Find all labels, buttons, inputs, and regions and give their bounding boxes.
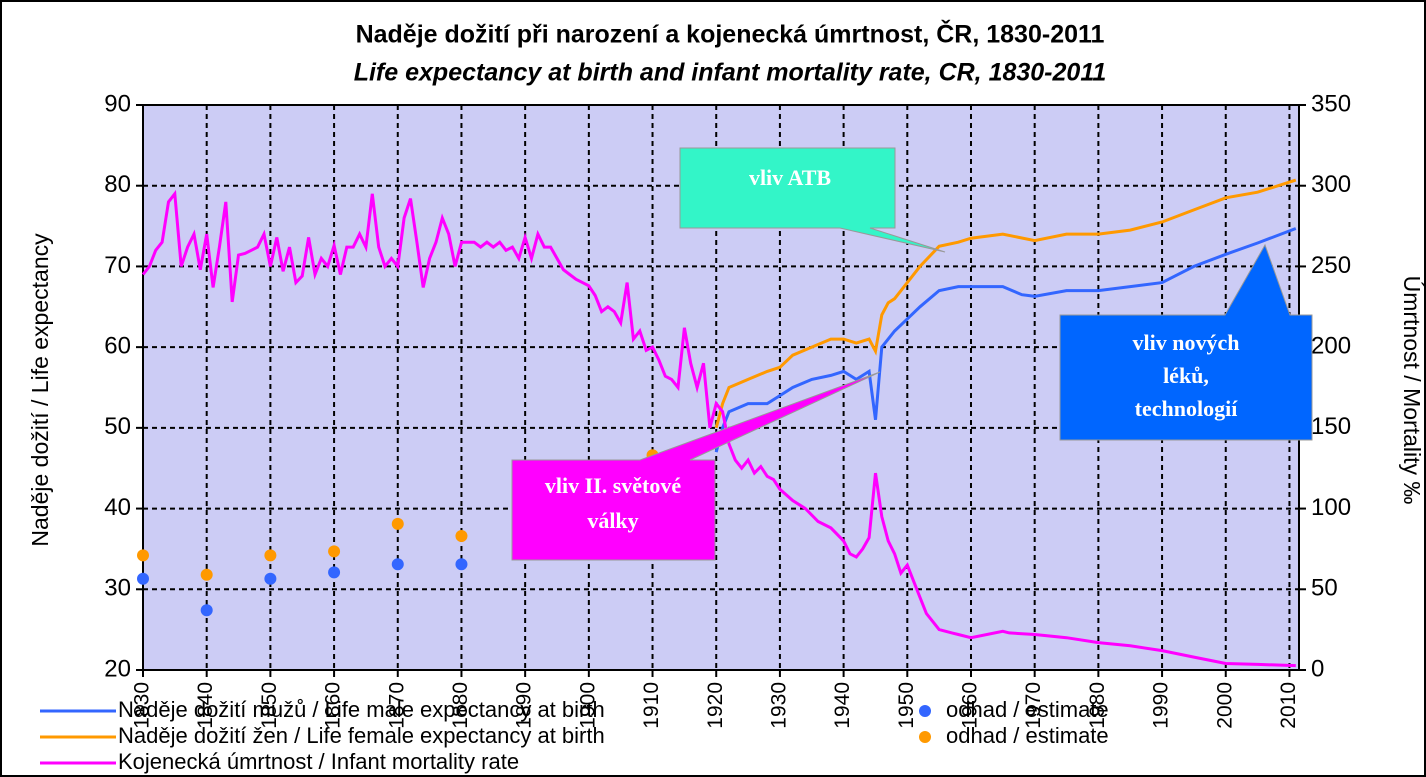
legend-label: Naděje dožití mužů / Life male expectanc…	[118, 697, 605, 722]
line	[714, 227, 1297, 453]
annotation-text: vliv nových	[1133, 330, 1240, 355]
point	[264, 549, 277, 562]
point	[328, 545, 341, 558]
x-tick-label: 1950	[895, 682, 918, 729]
legend-marker	[919, 731, 931, 743]
legend-label: Naděje dožití žen / Life female expectan…	[118, 723, 605, 748]
x-tick-label: 1940	[831, 682, 854, 729]
y2-tick-label: 250	[1311, 252, 1351, 279]
x-tick-label: 1970	[1022, 682, 1045, 729]
y2-tick-label: 300	[1311, 171, 1351, 198]
annotation-text: vliv ATB	[749, 165, 831, 190]
point	[328, 566, 341, 579]
x-tick-label: 1930	[767, 682, 790, 729]
annotations: vliv ATB vliv II. světové války vliv nov…	[511, 147, 1313, 561]
point	[137, 572, 149, 585]
point	[391, 558, 404, 571]
y2-tick-label: 0	[1311, 655, 1324, 682]
y2-tick-label: 50	[1311, 575, 1338, 602]
x-tick-label: 1990	[1150, 682, 1173, 729]
y2-tick-label: 200	[1311, 332, 1351, 359]
annotation-box	[511, 371, 881, 561]
y-tick-label: 30	[104, 575, 131, 602]
y-tick-label: 20	[104, 655, 131, 682]
x-tick-label: 2000	[1213, 682, 1236, 729]
annotation-text: léků,	[1163, 363, 1209, 388]
y-axis-label: Naděje dožití / Life expectancy	[27, 233, 53, 547]
line	[141, 189, 1296, 668]
y-tick-label: 40	[104, 494, 131, 521]
y2-tick-label: 100	[1311, 494, 1351, 521]
x-tick-label: 1910	[640, 682, 663, 729]
point	[137, 549, 149, 562]
point	[264, 572, 277, 585]
annotation-text: války	[587, 508, 638, 533]
legend-label: odhad / estimate	[946, 723, 1109, 748]
point	[391, 517, 404, 530]
line	[714, 178, 1297, 429]
y2-tick-label: 150	[1311, 413, 1351, 440]
annotation-box	[679, 147, 946, 253]
annotation-box	[1059, 243, 1313, 441]
legend-label: odhad / estimate	[946, 697, 1109, 722]
x-tick-label: 1850	[258, 682, 281, 729]
x-tick-label: 1980	[1086, 682, 1109, 729]
y-tick-label: 60	[104, 332, 131, 359]
x-tick-label: 1890	[513, 682, 536, 729]
x-tick-label: 1830	[131, 682, 154, 729]
annotation-text: technologií	[1135, 396, 1239, 421]
y-tick-label: 50	[104, 413, 131, 440]
point	[455, 530, 468, 543]
y-tick-label: 70	[104, 252, 131, 279]
chart-subtitle: Life expectancy at birth and infant mort…	[354, 59, 1107, 87]
x-tick-label: 1920	[704, 682, 727, 729]
point	[455, 558, 468, 571]
legend-label: Kojenecká úmrtnost / Infant mortality ra…	[118, 749, 519, 774]
x-tick-label: 1880	[449, 682, 472, 729]
x-tick-label: 1900	[576, 682, 599, 729]
y2-axis-label: Úmrtnost / Mortality ‰	[1399, 276, 1425, 505]
x-tick-label: 2010	[1277, 682, 1300, 729]
point	[200, 604, 213, 617]
x-tick-label: 1840	[194, 682, 217, 729]
x-tick-label: 1960	[959, 682, 982, 729]
chart-title: Naděje dožití při narození a kojenecká ú…	[356, 19, 1105, 49]
y2-tick-label: 350	[1311, 90, 1351, 117]
point	[200, 568, 213, 581]
x-tick-label: 1870	[385, 682, 408, 729]
y-tick-label: 80	[104, 171, 131, 198]
annotation-text: vliv II. světové	[545, 473, 682, 498]
x-tick-label: 1860	[322, 682, 345, 729]
legend-marker	[919, 705, 931, 717]
y-tick-label: 90	[104, 90, 131, 117]
